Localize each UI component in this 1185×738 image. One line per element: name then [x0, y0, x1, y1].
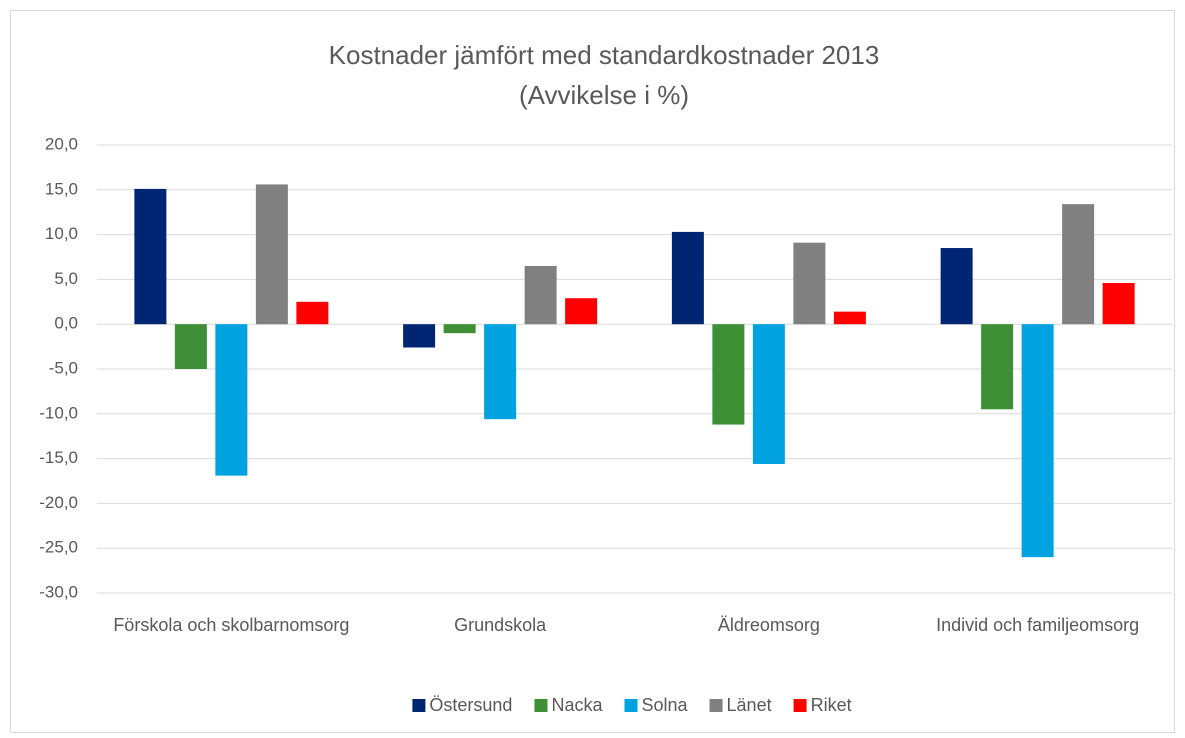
x-tick-label: Äldreomsorg [718, 615, 820, 635]
bar [1021, 324, 1054, 558]
bar [833, 311, 866, 325]
bar [255, 184, 288, 325]
legend-swatch [793, 699, 807, 712]
bar [671, 231, 704, 325]
x-tick-label: Individ och familjeomsorg [936, 615, 1139, 635]
y-tick-label: 20,0 [45, 134, 78, 153]
y-tick-label: -15,0 [39, 448, 78, 467]
legend-label: Riket [811, 695, 852, 715]
chart-title: Kostnader jämfört med standardkostnader … [329, 40, 880, 70]
legend-swatch [624, 699, 638, 712]
y-tick-label: 5,0 [54, 269, 78, 288]
bar [134, 188, 167, 325]
chart-border [10, 10, 1175, 733]
y-tick-label: 0,0 [54, 314, 78, 333]
y-tick-label: -20,0 [39, 493, 78, 512]
bar [524, 265, 557, 325]
x-tick-label: Förskola och skolbarnomsorg [113, 615, 349, 635]
y-tick-label: 15,0 [45, 179, 78, 198]
bar [484, 324, 517, 420]
legend-label: Nacka [551, 695, 603, 715]
bar [565, 298, 598, 325]
y-tick-label: -25,0 [39, 538, 78, 557]
x-tick-label: Grundskola [454, 615, 547, 635]
bar [174, 324, 207, 369]
y-tick-label: -30,0 [39, 582, 78, 601]
bar [752, 324, 785, 464]
bar [940, 248, 973, 325]
legend-label: Länet [727, 695, 772, 715]
bar [443, 324, 476, 334]
legend-swatch [412, 699, 426, 712]
y-tick-label: -5,0 [49, 358, 78, 377]
bar [712, 324, 745, 425]
bar [1102, 282, 1135, 325]
legend-label: Östersund [429, 695, 512, 715]
bar [793, 242, 826, 325]
bar [981, 324, 1014, 410]
bar [403, 324, 436, 348]
y-tick-label: 10,0 [45, 224, 78, 243]
bar [1062, 204, 1095, 325]
legend-swatch [534, 699, 548, 712]
bar [215, 324, 248, 476]
legend-label: Solna [641, 695, 688, 715]
y-tick-label: -10,0 [39, 403, 78, 422]
bar [296, 301, 329, 325]
chart-subtitle: (Avvikelse i %) [519, 80, 689, 110]
legend-swatch [709, 699, 723, 712]
